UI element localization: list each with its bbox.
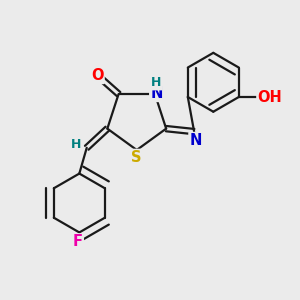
Text: H: H xyxy=(151,76,162,89)
Text: H: H xyxy=(71,138,82,151)
Text: O: O xyxy=(91,68,104,83)
Text: N: N xyxy=(189,133,202,148)
Text: S: S xyxy=(131,150,142,165)
Text: F: F xyxy=(73,234,83,249)
Text: OH: OH xyxy=(257,89,282,104)
Text: N: N xyxy=(150,86,163,101)
